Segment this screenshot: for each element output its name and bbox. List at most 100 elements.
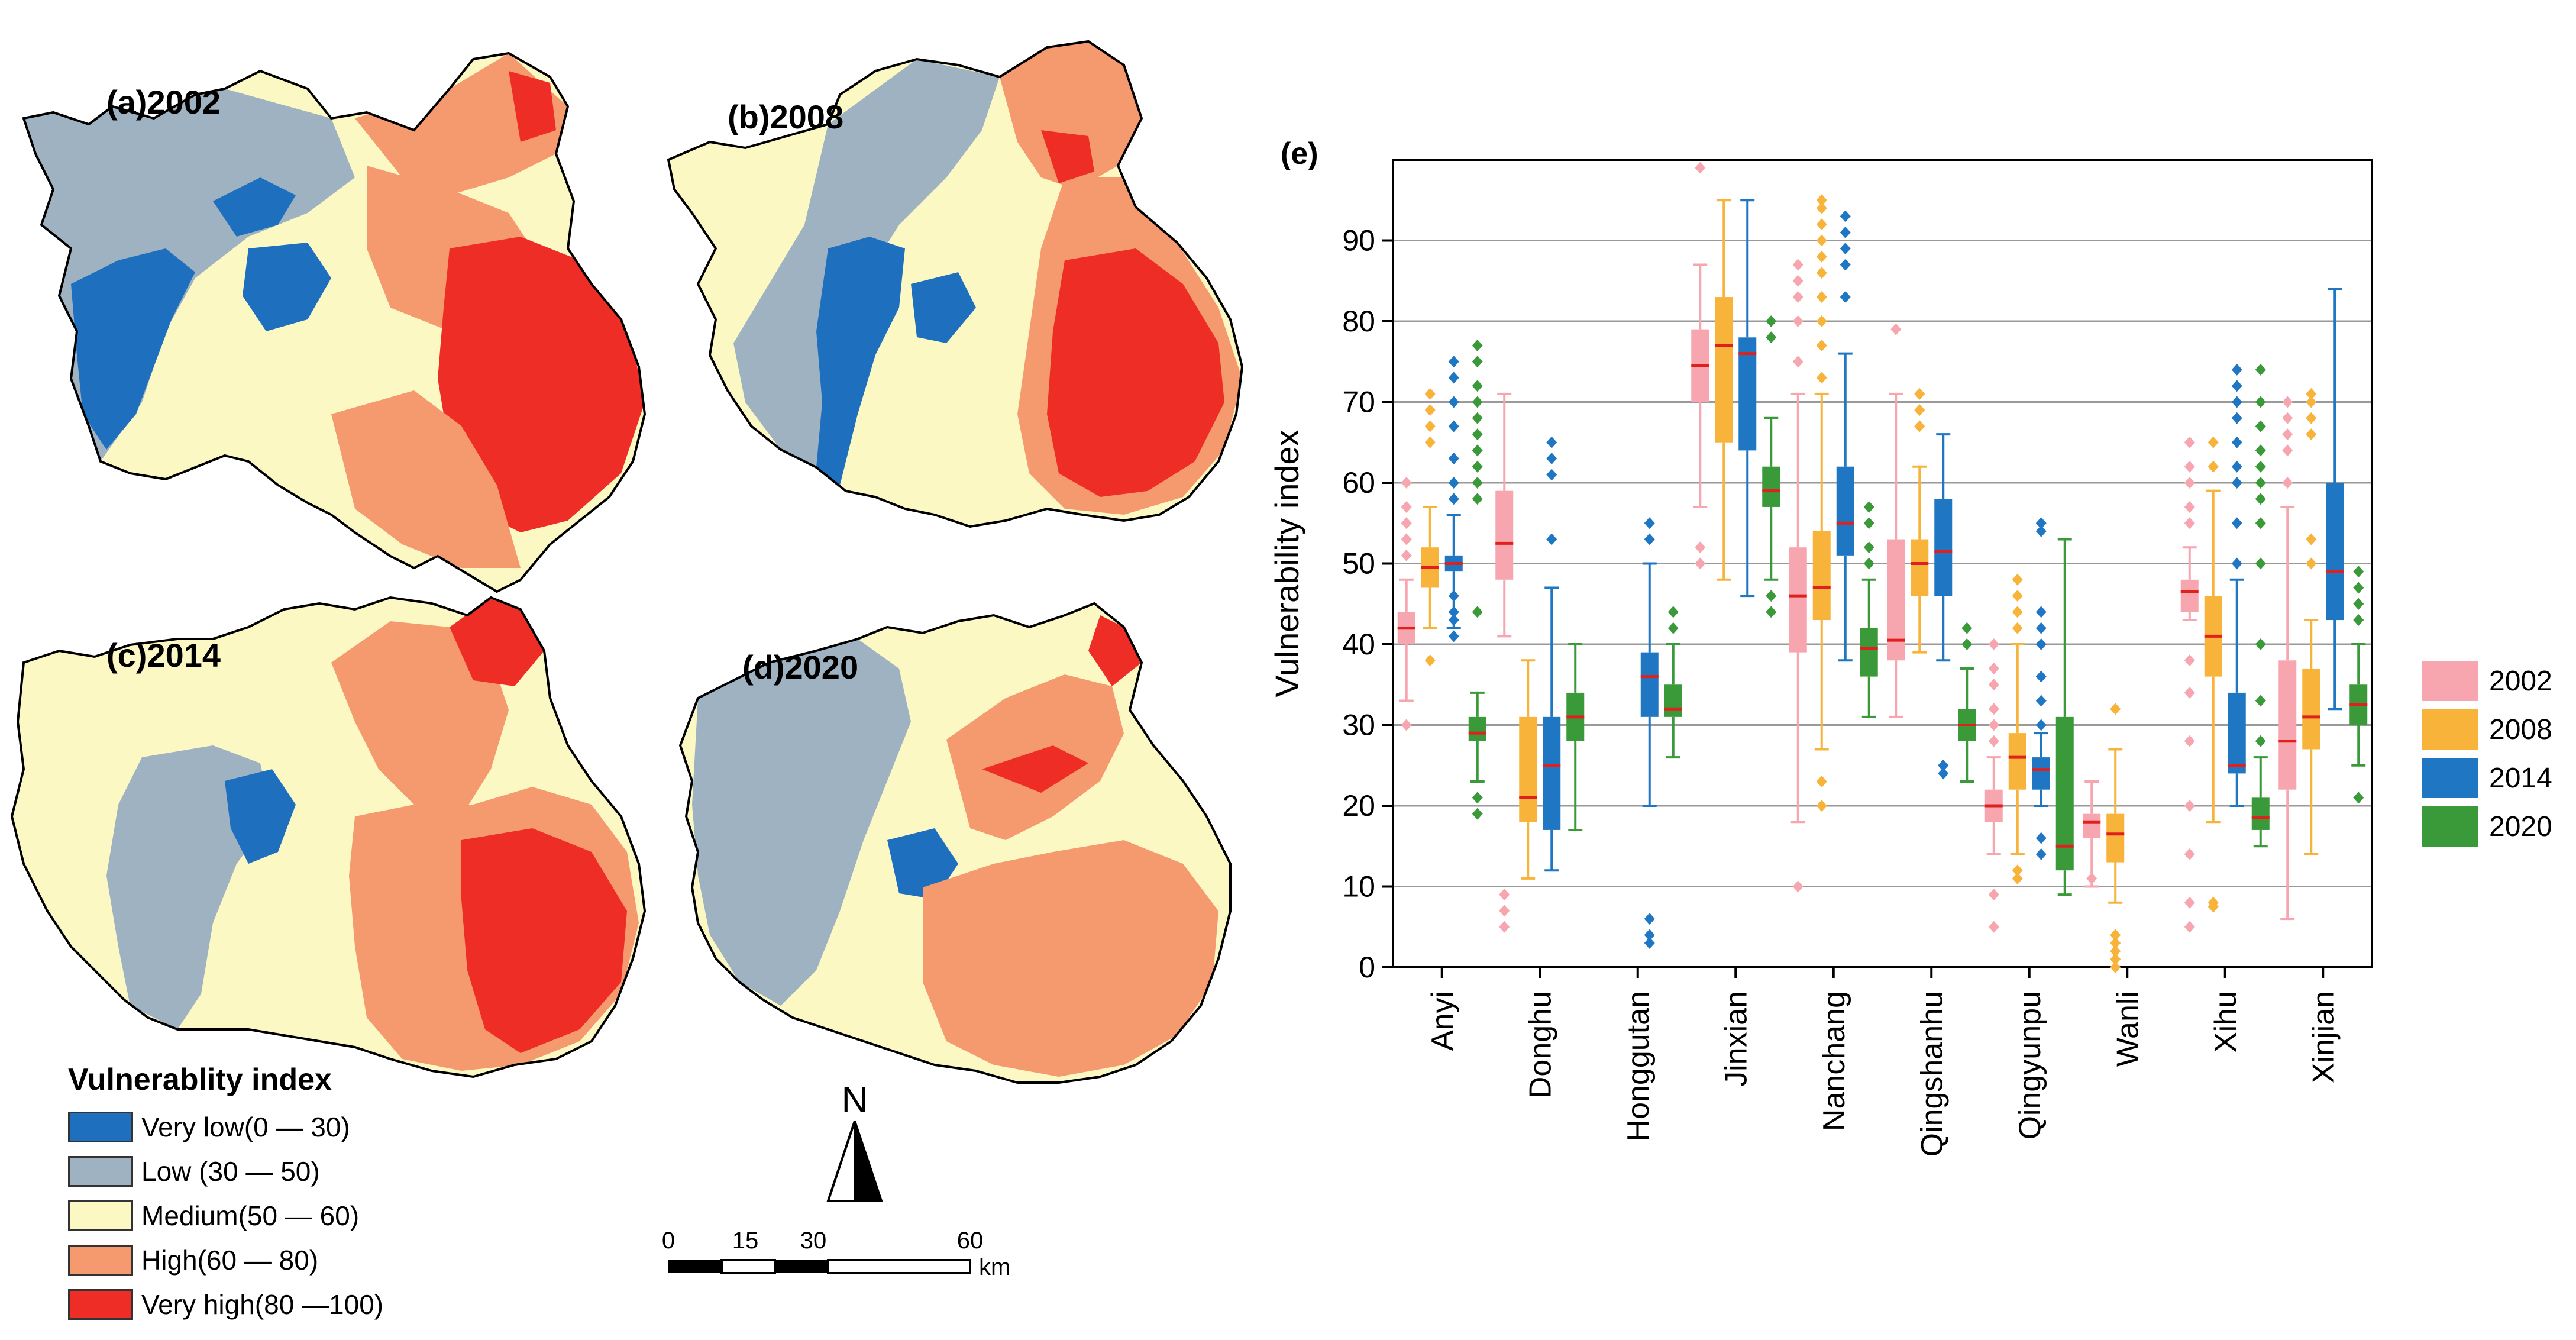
outlier-point xyxy=(1816,315,1827,327)
map-2020 xyxy=(679,602,1232,1084)
map-legend-item: Medium(50 — 60) xyxy=(68,1198,359,1234)
box-2008 xyxy=(1715,297,1733,443)
map-label-2014: (c)2014 xyxy=(106,637,221,674)
outlier-point xyxy=(1401,501,1412,513)
outlier-point xyxy=(1448,372,1459,384)
y-tick-label: 40 xyxy=(1342,628,1375,661)
outlier-point xyxy=(2184,460,2195,473)
outlier-point xyxy=(1840,226,1851,238)
outlier-point xyxy=(2012,573,2023,586)
outlier-point xyxy=(2255,735,2266,747)
map-label-2008: (b)2008 xyxy=(728,98,844,135)
legend-swatch-high xyxy=(68,1245,133,1276)
outlier-point xyxy=(1816,234,1827,247)
legend-label-very-high: Very high(80 —100) xyxy=(141,1289,384,1320)
outlier-point xyxy=(1472,808,1483,820)
x-tick-label: Xinjian xyxy=(2306,991,2341,1083)
legend-swatch-very-high xyxy=(68,1289,133,1320)
outlier-point xyxy=(1424,404,1436,416)
north-arrow-icon xyxy=(826,1121,883,1202)
outlier-point xyxy=(1988,921,1999,933)
outlier-point xyxy=(1644,913,1655,925)
outlier-point xyxy=(1914,420,1925,432)
outlier-point xyxy=(2353,792,2364,804)
outlier-point xyxy=(1448,356,1459,368)
year-legend-item: 2002 xyxy=(2422,657,2552,705)
outlier-point xyxy=(2184,501,2195,513)
outlier-point xyxy=(1401,533,1412,545)
box-2014 xyxy=(1738,337,1757,451)
map-label-2002: (a)2002 xyxy=(106,83,221,121)
outlier-point xyxy=(2110,937,2121,950)
outlier-point xyxy=(2184,921,2195,933)
outlier-point xyxy=(2110,945,2121,957)
outlier-point xyxy=(1472,428,1483,441)
outlier-point xyxy=(2110,929,2121,941)
outlier-point xyxy=(1401,719,1412,731)
x-tick-label: Jinxian xyxy=(1719,991,1753,1087)
outlier-point xyxy=(1938,759,1949,771)
outlier-point xyxy=(2282,444,2293,457)
scale-tick-60: 60 xyxy=(957,1228,984,1254)
outlier-point xyxy=(1472,380,1483,392)
legend-label-low: Low (30 — 50) xyxy=(141,1156,320,1187)
outlier-point xyxy=(1401,517,1412,529)
outlier-point xyxy=(2353,566,2364,578)
vulnerability-boxplot: 0 10 20 30 40 50 60 70 80 90 Vulnerability index An… xyxy=(1268,159,2373,1157)
outlier-point xyxy=(2231,436,2242,448)
outlier-point xyxy=(1988,735,1999,747)
outlier-point xyxy=(1644,533,1655,545)
outlier-point xyxy=(2184,735,2195,747)
outlier-point xyxy=(1816,218,1827,231)
outlier-point xyxy=(1667,622,1679,634)
outlier-point xyxy=(2035,670,2047,683)
outlier-point xyxy=(1644,929,1655,941)
outlier-point xyxy=(1766,315,1777,327)
year-label-2008: 2008 xyxy=(2489,713,2552,745)
outlier-point xyxy=(2035,638,2047,650)
legend-swatch-very-low xyxy=(68,1112,133,1142)
box-2014 xyxy=(1543,716,1561,830)
outlier-point xyxy=(1914,404,1925,416)
outlier-point xyxy=(2353,582,2364,594)
y-tick-label: 50 xyxy=(1342,547,1375,580)
box-2014 xyxy=(1934,499,1953,596)
outlier-point xyxy=(1448,477,1459,489)
y-tick-label: 80 xyxy=(1342,305,1375,338)
outlier-point xyxy=(1695,162,1706,174)
outlier-point xyxy=(1448,396,1459,408)
box-2014 xyxy=(1640,652,1659,717)
box-2020 xyxy=(2251,797,2270,830)
outlier-point xyxy=(1988,662,1999,674)
year-legend: 2002 2008 2014 2020 xyxy=(2422,657,2552,851)
outlier-point xyxy=(2231,517,2242,529)
outlier-point xyxy=(2282,412,2293,424)
year-swatch-2002 xyxy=(2422,661,2478,701)
outlier-point xyxy=(1472,792,1483,804)
outlier-point xyxy=(2012,606,2023,618)
scale-tick-30: 30 xyxy=(800,1228,827,1254)
outlier-point xyxy=(1546,533,1557,545)
outlier-point xyxy=(2231,363,2242,376)
outlier-point xyxy=(2255,396,2266,408)
box-2002 xyxy=(1495,490,1514,580)
outlier-point xyxy=(1816,291,1827,303)
outlier-point xyxy=(1988,719,1999,731)
outlier-point xyxy=(1792,356,1803,368)
box-2020 xyxy=(1860,628,1878,677)
outlier-point xyxy=(1472,339,1483,351)
outlier-point xyxy=(2231,477,2242,489)
outlier-point xyxy=(1499,889,1510,901)
outlier-point xyxy=(2306,428,2317,441)
outlier-point xyxy=(2255,517,2266,529)
outlier-point xyxy=(1448,606,1459,618)
map-label-2020: (d)2020 xyxy=(742,648,859,686)
outlier-point xyxy=(1424,654,1436,667)
outlier-point xyxy=(1424,388,1436,400)
outlier-point xyxy=(2110,953,2121,966)
outlier-point xyxy=(1840,291,1851,303)
outlier-point xyxy=(2231,412,2242,424)
y-tick-label: 60 xyxy=(1342,466,1375,499)
outlier-point xyxy=(2231,460,2242,473)
outlier-point xyxy=(1472,444,1483,457)
